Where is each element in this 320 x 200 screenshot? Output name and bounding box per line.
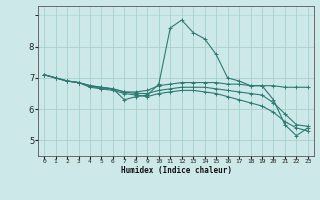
X-axis label: Humidex (Indice chaleur): Humidex (Indice chaleur) [121,166,231,175]
